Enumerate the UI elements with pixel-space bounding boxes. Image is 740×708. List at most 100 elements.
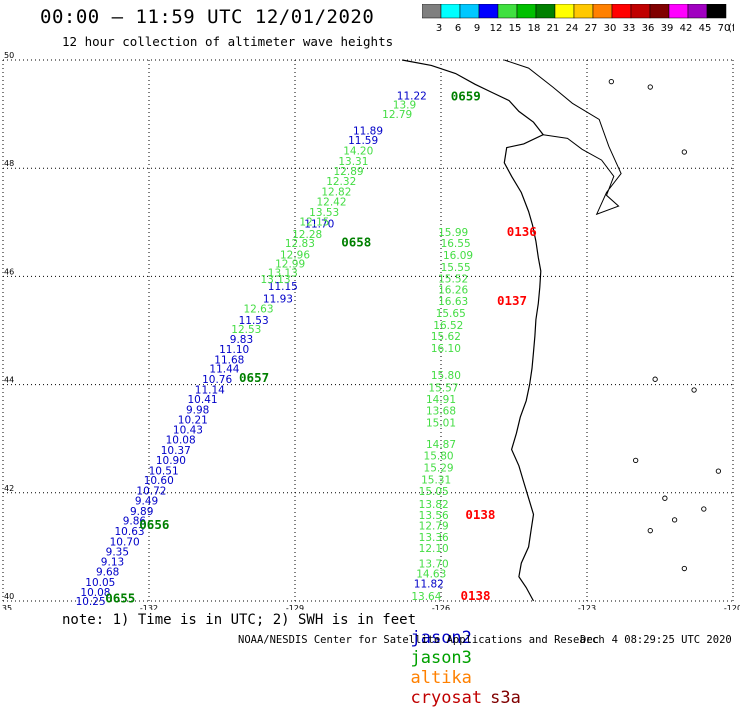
axis-tick-labels: -135 -132 -129 -126 -123 -120 50 48 46 44 42 40: [0, 51, 740, 610]
swh-value: 12.82: [321, 186, 351, 198]
swh-value: 11.44: [209, 364, 239, 376]
swh-value: 15.80: [424, 450, 454, 462]
units-note: note: 1) Time is in UTC; 2) SWH is in fe…: [62, 612, 417, 628]
pass-time-label: 0138: [465, 507, 495, 522]
swh-value: 15.05: [419, 486, 449, 498]
lon-tick-label: -129: [286, 604, 304, 610]
swh-value: 15.62: [431, 331, 461, 343]
colorbar-label: 24: [566, 23, 579, 34]
lon-tick-label: -123: [578, 604, 596, 610]
pass-time-label: 0657: [239, 370, 269, 385]
swh-value: 11.14: [195, 384, 225, 396]
colorbar-label: 42: [680, 23, 693, 34]
pass-time-label: 0659: [451, 89, 481, 104]
swh-value: 12.99: [275, 259, 305, 271]
colorbar-unit: (ft): [728, 23, 734, 34]
swh-value: 16.26: [438, 285, 468, 297]
swh-value: 13.9: [393, 100, 416, 112]
lake-outline: [671, 517, 678, 523]
colorbar-label: 30: [604, 23, 617, 34]
swh-value: 13.70: [419, 558, 449, 570]
swh-value: 10.05: [85, 577, 115, 589]
lake-outline: [608, 78, 614, 85]
swh-value: 15.31: [421, 475, 451, 487]
swh-value: 13.13: [261, 274, 291, 286]
swh-values: 11.2211.8911.5911.7011.1511.9311.539.831…: [76, 90, 473, 607]
swh-value: 11.93: [263, 293, 293, 305]
swh-value: 15.01: [426, 417, 456, 429]
lat-tick-label: 40: [4, 592, 14, 601]
swh-value: 10.43: [173, 424, 203, 436]
pass-time-label: 0656: [139, 517, 169, 532]
colorbar-label: 3: [436, 23, 442, 34]
swh-value: 10.37: [161, 445, 191, 457]
swh-value: 15.55: [441, 262, 471, 274]
map-subtitle: 12 hour collection of altimeter wave hei…: [62, 34, 394, 49]
swh-value: 12.89: [334, 166, 364, 178]
pass-time-label: 0136: [507, 224, 537, 239]
colorbar-label: 70: [718, 23, 731, 34]
swh-value: 12.79: [382, 109, 412, 121]
swh-value: 12.32: [326, 176, 356, 188]
legend-jason3: jason3: [410, 648, 472, 668]
swh-value: 13.53: [309, 207, 339, 219]
satellite-legend: jason2 jason3 altika cryosat s3a: [390, 608, 521, 708]
swh-value: 12.83: [285, 238, 315, 250]
swh-value: 12.79: [419, 521, 449, 533]
swh-value: 11.70: [304, 219, 334, 231]
lon-tick-label: -135: [0, 604, 12, 610]
swh-value: 16.63: [438, 296, 468, 308]
swh-value: 13.36: [419, 532, 449, 544]
generated-date: Dec 4 08:29:25 UTC 2020: [580, 634, 732, 646]
colorbar-label: 39: [661, 23, 674, 34]
swh-value: 9.86: [123, 516, 147, 528]
swh-value: 10.21: [178, 415, 208, 427]
colorbar-label: 21: [547, 23, 560, 34]
swh-value: 10.76: [202, 374, 232, 386]
swh-value: 12.63: [243, 304, 273, 316]
lat-lon-grid: [2, 59, 734, 602]
lake-outline: [681, 149, 687, 155]
swh-value: 12.15: [299, 217, 329, 229]
swh-value: 15.65: [436, 308, 466, 320]
swh-value: 10.08: [80, 587, 110, 599]
colorbar-label: 45: [699, 23, 712, 34]
legend-s3a: s3a: [490, 688, 521, 708]
swh-value: 10.72: [136, 485, 166, 497]
swh-value: 9.35: [106, 547, 129, 559]
swh-value: 11.15: [268, 281, 298, 293]
legend-altika: altika: [410, 668, 472, 688]
lake-outline: [647, 528, 653, 534]
colorbar-label: 6: [455, 23, 461, 34]
lat-tick-label: 44: [4, 376, 14, 385]
swh-value: 10.60: [144, 475, 174, 487]
swh-value: 16.10: [431, 343, 461, 355]
swh-value: 13.31: [338, 156, 368, 168]
swh-value: 15.29: [424, 463, 454, 475]
swh-value: 12.28: [292, 229, 322, 241]
swh-value: 12.42: [316, 197, 346, 209]
swh-value: 9.13: [101, 556, 124, 568]
colorbar-label: 15: [509, 23, 522, 34]
swh-value: 16.09: [443, 250, 473, 262]
colorbar-label: 33: [623, 23, 636, 34]
legend-cryosat: cryosat: [410, 688, 483, 708]
coastline: [401, 59, 722, 602]
swh-value: 12.53: [231, 324, 261, 336]
lake-outline: [647, 84, 653, 90]
swh-value: 14.63: [416, 569, 446, 581]
lake-outline: [633, 457, 639, 463]
pass-time-labels: 0659 0658 0657 0656 0655 0136 0137 0138 0138: [105, 89, 537, 606]
lon-tick-label: -120: [724, 604, 740, 610]
swh-value: 9.68: [96, 567, 119, 579]
swh-value: 13.82: [419, 499, 449, 511]
swh-value: 13.68: [426, 405, 456, 417]
pass-time-label: 0658: [341, 235, 371, 250]
swh-value: 11.82: [414, 578, 444, 590]
swh-value: 10.51: [149, 465, 179, 477]
swh-value: 14.87: [426, 439, 456, 451]
swh-value: 10.70: [110, 536, 140, 548]
legend-jason2: jason2: [410, 628, 472, 648]
swh-value: 12.10: [419, 543, 449, 555]
